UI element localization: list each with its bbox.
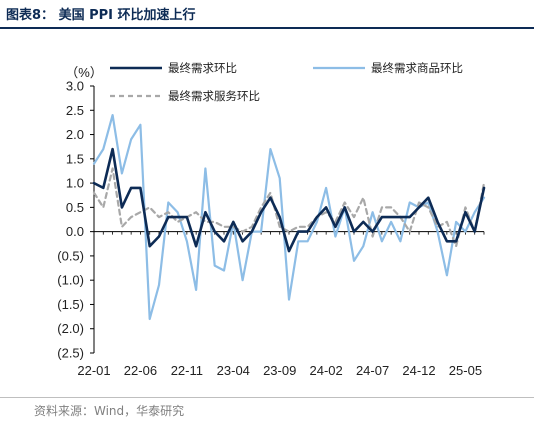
line-chart: （%）3.0 2.5 2.0 1.5 1.0 0.5 0.0 (0.5) (1.0) (1.5) (…	[57, 61, 486, 378]
series-line-3	[92, 167, 486, 248]
y-axis-unit-label: （%）	[65, 65, 103, 80]
title-divider	[0, 27, 534, 29]
x-tick-label: 24-12	[402, 363, 435, 378]
y-tick-label: 2.5	[66, 103, 84, 118]
figure-title: 图表8： 美国 PPI 环比加速上行	[6, 8, 196, 23]
legend-label-2: 最终需求商品环比	[371, 61, 463, 75]
y-tick-label: 0.0	[66, 224, 84, 239]
x-tick-label: 24-07	[356, 363, 389, 378]
y-tick-label: 3.0	[66, 79, 84, 94]
x-tick-label: 23-04	[217, 363, 250, 378]
y-tick-label: 1.5	[66, 151, 84, 166]
legend-label-1: 最终需求环比	[168, 61, 237, 75]
series-line-1	[92, 147, 486, 253]
y-tick-label: (2.5)	[57, 346, 84, 361]
source-divider	[0, 397, 534, 398]
y-tick-label: (1.5)	[57, 297, 84, 312]
x-tick-label: 22-11	[171, 363, 203, 378]
y-tick-label: 0.5	[66, 200, 84, 215]
x-tick-label: 22-01	[77, 363, 110, 378]
y-tick-label: 2.0	[66, 127, 84, 142]
y-tick-label: (1.0)	[57, 273, 84, 288]
series-line-2	[92, 113, 486, 321]
x-tick-label: 22-06	[124, 363, 157, 378]
x-tick-label: 23-09	[263, 363, 296, 378]
y-tick-label: (2.0)	[57, 321, 84, 336]
x-tick-label: 25-05	[449, 363, 482, 378]
legend-label-3: 最终需求服务环比	[168, 89, 260, 103]
y-tick-label: (0.5)	[57, 248, 84, 263]
source-note: 资料来源：Wind，华泰研究	[34, 404, 185, 418]
y-tick-label: 1.0	[66, 176, 84, 191]
x-tick-label: 24-02	[310, 363, 343, 378]
